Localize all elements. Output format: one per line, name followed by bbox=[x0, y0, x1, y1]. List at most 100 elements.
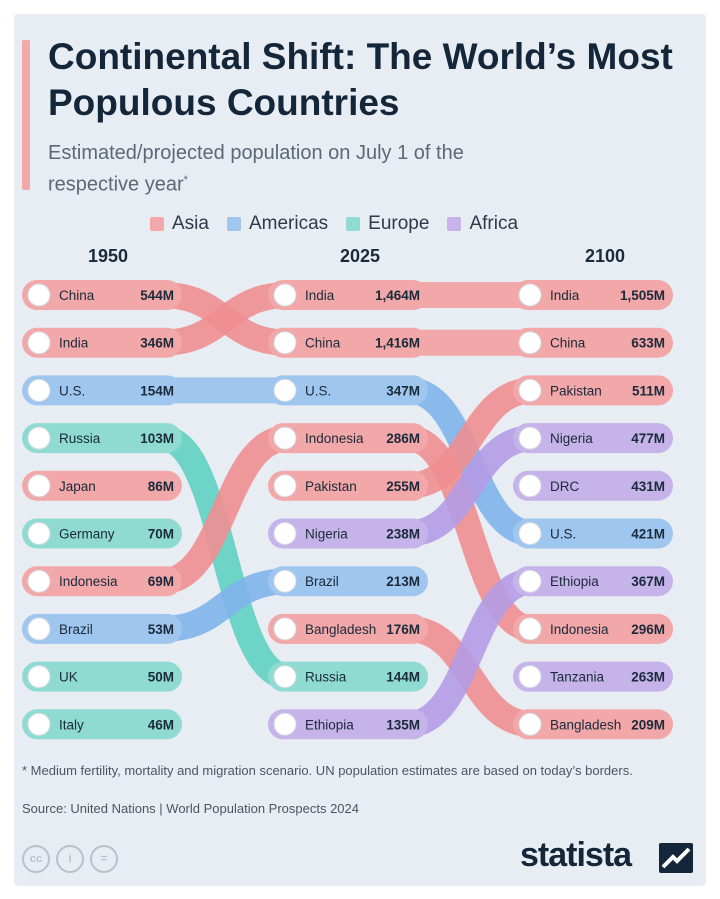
pill-1950-indonesia: Indonesia 69M bbox=[22, 566, 182, 597]
country-name: Nigeria bbox=[550, 431, 593, 446]
population-value: 144M bbox=[386, 670, 420, 685]
column-header-2025: 2025 bbox=[339, 246, 381, 266]
population-value: 103M bbox=[140, 431, 174, 446]
pill-1950-india: India 346M bbox=[22, 327, 182, 358]
flag-icon bbox=[273, 569, 297, 593]
pill-background bbox=[268, 518, 428, 549]
country-name: U.S. bbox=[305, 383, 331, 398]
pill-layer: China 544M India 346M U.S. 154M Russia 103M Japa… bbox=[22, 280, 673, 740]
legend-swatch-americas bbox=[226, 217, 241, 231]
pill-background bbox=[22, 327, 182, 358]
connector-indonesia-2025-2100 bbox=[405, 425, 536, 642]
connector-layer bbox=[159, 281, 536, 738]
no-derivatives-icon: = bbox=[90, 845, 118, 873]
pill-2025-bangladesh: Bangladesh 176M bbox=[268, 613, 428, 644]
pill-1950-russia: Russia 103M bbox=[22, 423, 182, 454]
population-value: 50M bbox=[148, 670, 174, 685]
population-value: 286M bbox=[386, 431, 420, 446]
pill-background bbox=[22, 566, 182, 597]
country-name: Indonesia bbox=[59, 574, 118, 589]
country-name: DRC bbox=[550, 479, 579, 494]
pill-background bbox=[22, 661, 182, 692]
flag-icon bbox=[27, 522, 51, 545]
pill-background bbox=[268, 423, 428, 454]
flag-icon bbox=[27, 283, 51, 307]
attribution-icon: i bbox=[56, 845, 84, 873]
country-name: Bangladesh bbox=[550, 717, 621, 732]
subtitle-footnote-mark: * bbox=[183, 174, 188, 186]
country-name: U.S. bbox=[550, 527, 576, 542]
legend-swatch-africa bbox=[447, 217, 462, 231]
license-icons: cc i = bbox=[22, 845, 118, 873]
connector-russia-1950-2025 bbox=[159, 425, 291, 690]
pill-background bbox=[513, 709, 673, 740]
pill-2100-nigeria: Nigeria 477M bbox=[513, 423, 673, 454]
flag-icon bbox=[273, 378, 297, 402]
pill-background bbox=[22, 613, 182, 644]
legend: Asia Americas Europe Africa bbox=[150, 212, 518, 236]
country-name: China bbox=[59, 288, 95, 303]
statista-logo-mark bbox=[659, 843, 693, 873]
country-name: Brazil bbox=[305, 574, 339, 589]
pill-2100-bangladesh: Bangladesh 209M bbox=[513, 709, 673, 740]
connector-pakistan-2025-2100 bbox=[406, 377, 535, 499]
flag-icon bbox=[518, 331, 542, 355]
pill-1950-uk: UK 50M bbox=[22, 661, 182, 692]
pill-2025-indonesia: Indonesia 286M bbox=[268, 423, 428, 454]
country-name: India bbox=[59, 336, 89, 351]
flag-icon bbox=[518, 283, 542, 307]
pill-1950-japan: Japan 86M bbox=[22, 470, 182, 501]
flag-icon bbox=[273, 665, 297, 689]
pill-2100-indonesia: Indonesia 296M bbox=[513, 613, 673, 644]
column-header-2100: 2100 bbox=[584, 246, 626, 266]
pill-background bbox=[22, 470, 182, 501]
country-name: Russia bbox=[59, 431, 101, 446]
country-name: India bbox=[550, 288, 580, 303]
flag-icon bbox=[27, 617, 51, 641]
pill-background bbox=[268, 613, 428, 644]
source-line: Source: United Nations | World Populatio… bbox=[22, 801, 359, 816]
flag-icon bbox=[518, 378, 542, 402]
flag-icon bbox=[518, 712, 542, 736]
pill-background bbox=[268, 470, 428, 501]
population-value: 544M bbox=[140, 288, 174, 303]
flag-icon bbox=[27, 474, 51, 498]
pill-2025-nigeria: Nigeria 238M bbox=[268, 518, 428, 549]
legend-item-asia: Asia bbox=[150, 213, 209, 235]
flag-icon bbox=[273, 283, 297, 307]
pill-1950-brazil: Brazil 53M bbox=[22, 613, 182, 644]
flag-icon bbox=[518, 617, 542, 641]
population-value: 633M bbox=[631, 336, 665, 351]
pill-2100-china: China 633M bbox=[513, 327, 673, 358]
legend-item-africa: Africa bbox=[447, 213, 518, 235]
flag-icon bbox=[518, 474, 542, 498]
country-name: Pakistan bbox=[305, 479, 357, 494]
legend-swatch-asia bbox=[150, 217, 164, 231]
population-value: 421M bbox=[631, 527, 665, 542]
flag-icon bbox=[27, 331, 51, 355]
flag-icon bbox=[27, 712, 51, 736]
legend-swatch-europe bbox=[346, 217, 361, 231]
population-value: 477M bbox=[631, 431, 665, 446]
pill-background bbox=[268, 375, 428, 406]
pill-background bbox=[513, 423, 673, 454]
pill-2100-pakistan: Pakistan 511M bbox=[513, 375, 673, 406]
country-name: Pakistan bbox=[550, 383, 602, 398]
pill-1950-china: China 544M bbox=[22, 280, 182, 310]
flag-icon bbox=[518, 522, 542, 545]
pill-background bbox=[268, 661, 428, 692]
ranking-chart: China 544M India 346M U.S. 154M Russia 103M Japa… bbox=[22, 280, 673, 740]
flag-icon bbox=[27, 569, 51, 593]
title-accent-bar bbox=[22, 40, 30, 190]
pill-1950-u-s: U.S. 154M bbox=[22, 375, 182, 406]
pill-background bbox=[513, 518, 673, 549]
pill-2100-drc: DRC 431M bbox=[513, 470, 673, 501]
pill-background bbox=[513, 280, 673, 310]
pill-2025-india: India 1,464M bbox=[268, 280, 428, 310]
pill-background bbox=[268, 280, 428, 310]
population-value: 209M bbox=[631, 717, 665, 732]
flag-icon bbox=[27, 665, 51, 689]
country-name: U.S. bbox=[59, 383, 85, 398]
pill-background bbox=[513, 375, 673, 406]
country-name: Indonesia bbox=[550, 622, 609, 637]
